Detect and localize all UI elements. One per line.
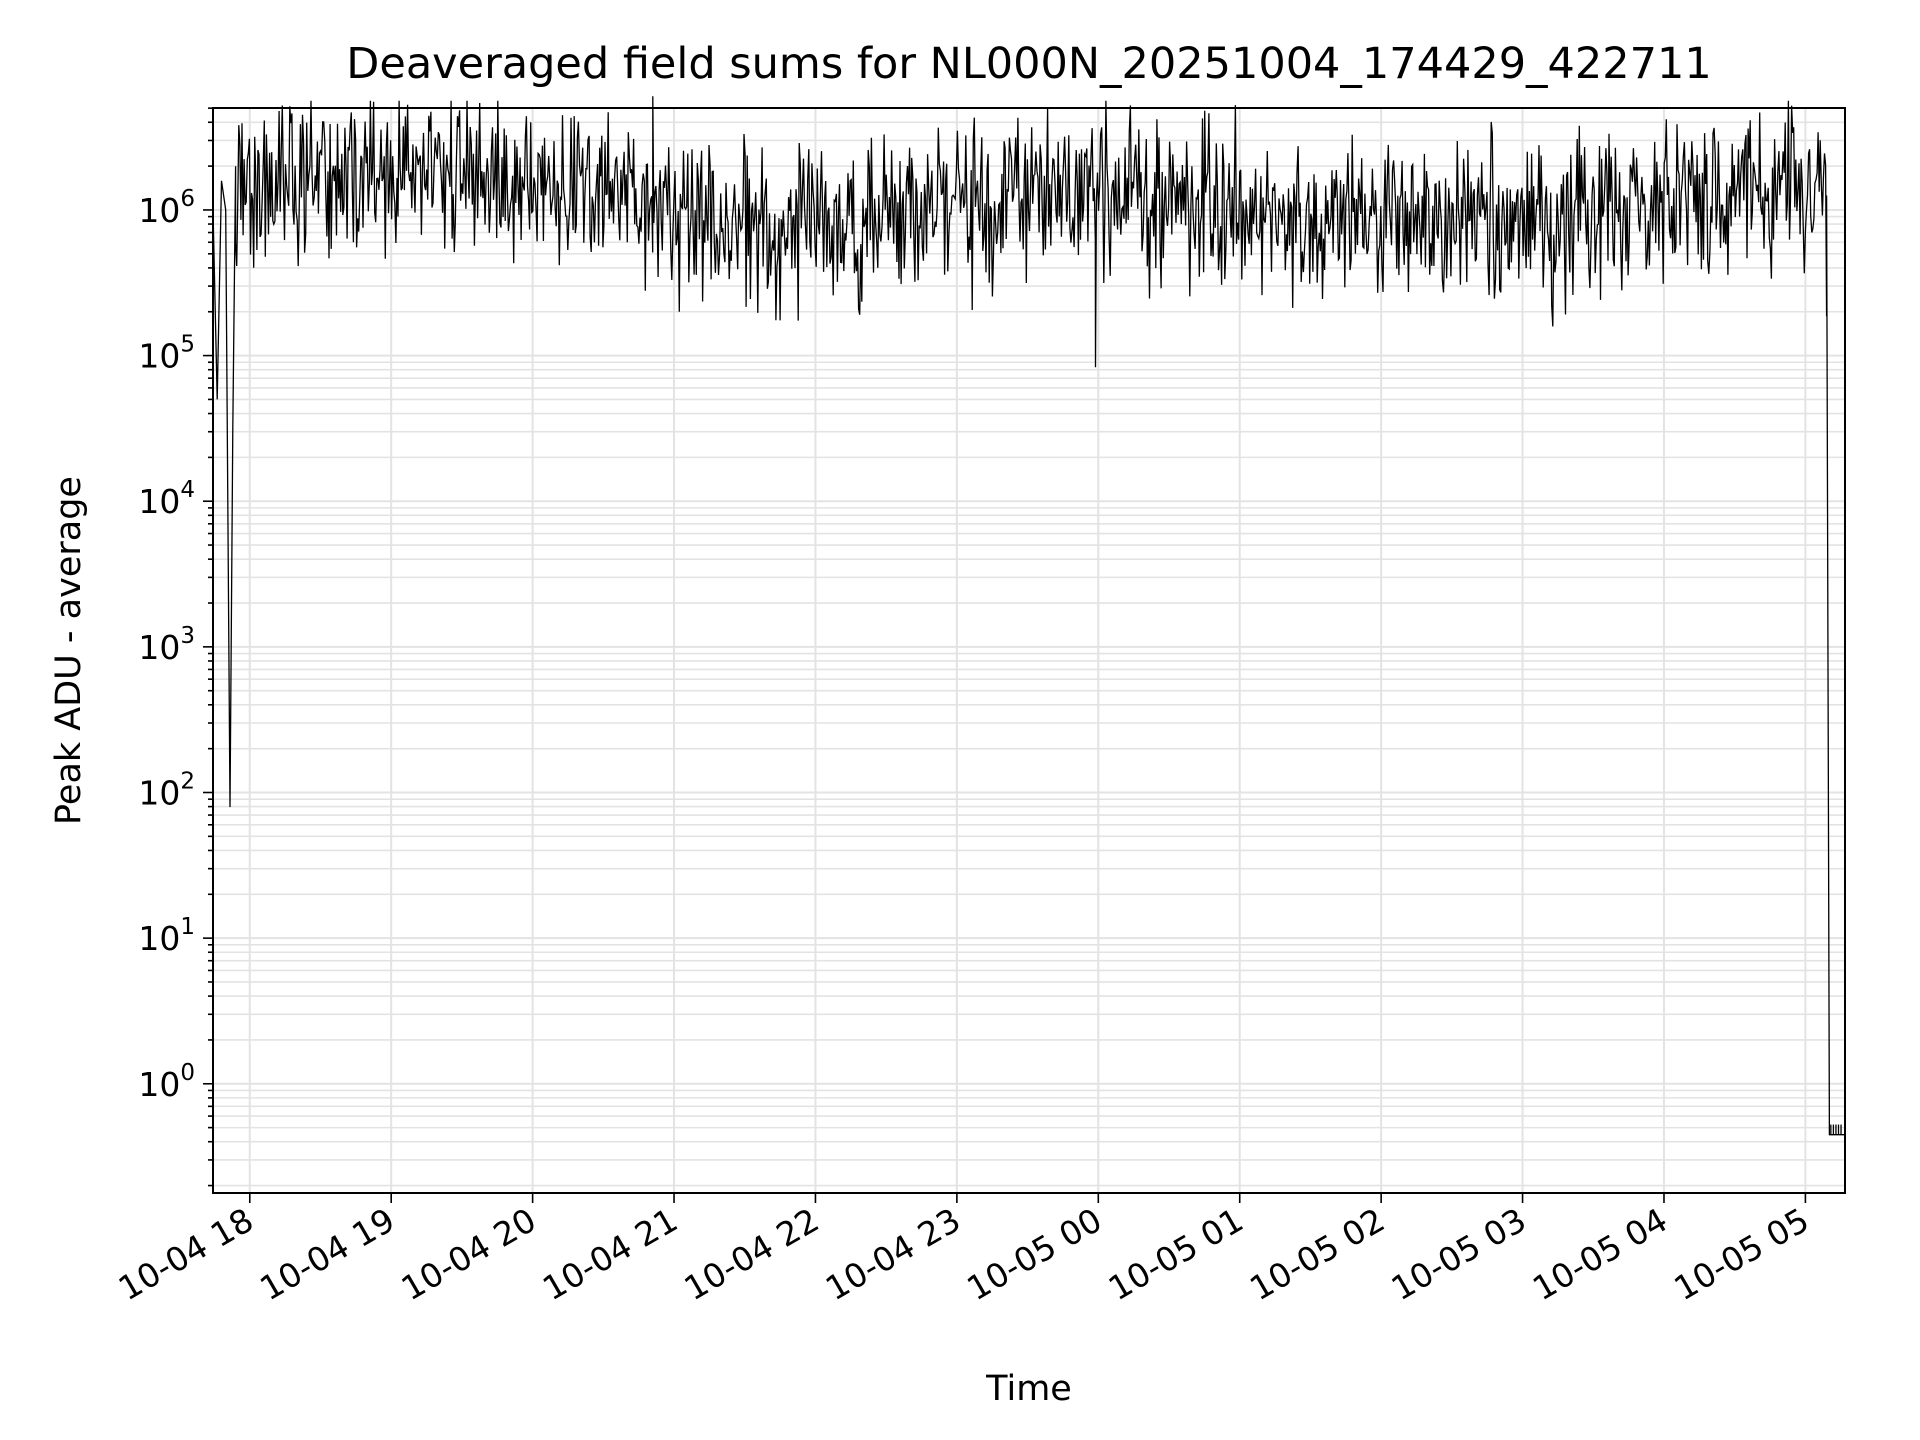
y-tick-exponent: 4 [180, 477, 195, 503]
y-tick-exponent: 5 [180, 332, 195, 358]
y-tick-label: 103 [138, 623, 195, 667]
y-tick-label: 102 [138, 768, 195, 812]
y-tick-exponent: 2 [180, 768, 195, 794]
y-tick-label: 106 [138, 186, 195, 230]
y-tick-label: 105 [138, 332, 195, 376]
y-tick-base: 10 [138, 919, 180, 958]
y-axis-title: Peak ADU - average [49, 476, 89, 825]
y-tick-exponent: 6 [180, 186, 195, 212]
x-axis-title: Time [985, 1369, 1072, 1409]
y-tick-base: 10 [138, 628, 180, 667]
plot-frame [212, 107, 1846, 1194]
series-layer [212, 96, 1845, 1136]
y-tick-exponent: 3 [180, 623, 195, 649]
y-tick-exponent: 1 [180, 914, 195, 940]
y-tick-base: 10 [138, 482, 180, 521]
y-tick-label: 101 [138, 914, 195, 958]
y-tick-base: 10 [138, 773, 180, 812]
y-tick-label: 104 [138, 477, 195, 521]
series-line [212, 96, 1845, 1136]
y-tick-base: 10 [138, 1065, 180, 1104]
y-tick-base: 10 [138, 191, 180, 230]
y-tick-label: 100 [138, 1060, 195, 1104]
y-tick-base: 10 [138, 337, 180, 376]
y-tick-exponent: 0 [180, 1060, 195, 1086]
grid [213, 107, 1845, 1193]
chart-title: Deaveraged field sums for NL000N_2025100… [346, 39, 1711, 89]
